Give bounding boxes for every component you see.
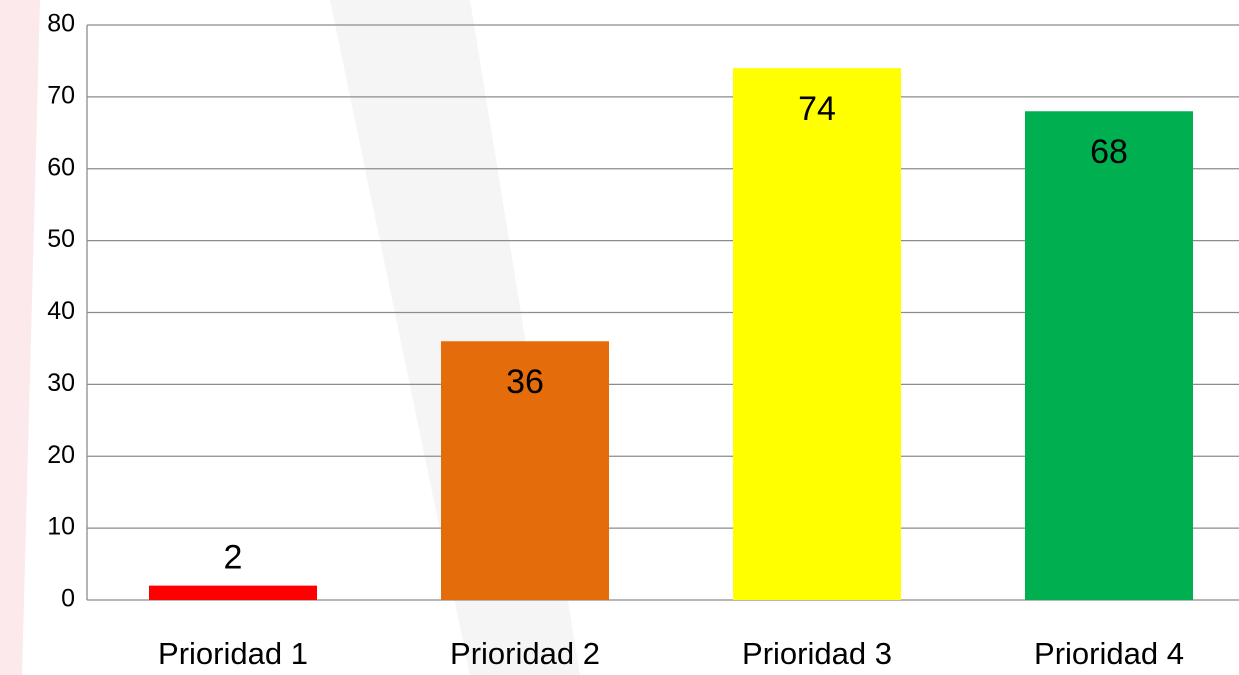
value-label: 74	[798, 90, 836, 128]
bar	[149, 585, 317, 600]
y-tick-label: 80	[47, 10, 75, 38]
y-tick-label: 10	[47, 513, 75, 541]
value-label: 36	[506, 363, 544, 401]
bar	[441, 341, 609, 600]
value-label: 2	[224, 539, 243, 577]
x-tick-label: Prioridad 2	[450, 636, 600, 671]
value-label: 68	[1090, 133, 1128, 171]
y-tick-label: 20	[47, 441, 75, 469]
y-tick-label: 70	[47, 81, 75, 109]
y-tick-label: 30	[47, 369, 75, 397]
y-tick-label: 40	[47, 297, 75, 325]
y-tick-label: 60	[47, 153, 75, 181]
y-tick-label: 0	[61, 585, 75, 613]
y-tick-label: 50	[47, 225, 75, 253]
x-tick-label: Prioridad 3	[742, 636, 892, 671]
bar	[733, 68, 901, 600]
bar	[1025, 111, 1193, 600]
background-stripe	[0, 0, 40, 675]
x-tick-label: Prioridad 1	[158, 636, 308, 671]
x-tick-label: Prioridad 4	[1034, 636, 1184, 671]
